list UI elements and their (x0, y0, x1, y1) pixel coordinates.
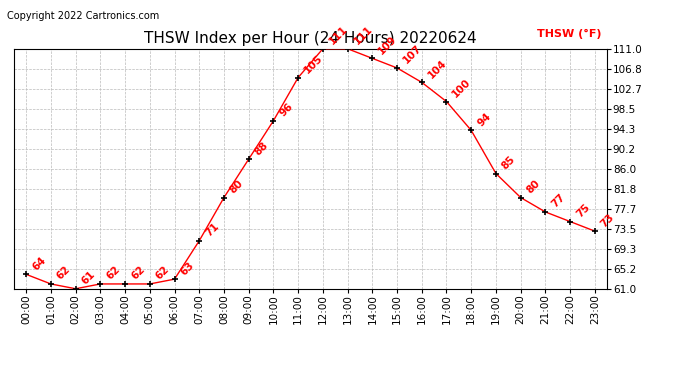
Text: Copyright 2022 Cartronics.com: Copyright 2022 Cartronics.com (7, 11, 159, 21)
Text: 80: 80 (228, 178, 246, 195)
Text: THSW (°F): THSW (°F) (537, 29, 601, 39)
Text: 107: 107 (401, 43, 424, 66)
Text: 62: 62 (104, 264, 122, 282)
Text: 73: 73 (599, 211, 616, 229)
Text: 105: 105 (302, 53, 325, 75)
Text: 85: 85 (500, 154, 518, 171)
Text: 104: 104 (426, 58, 449, 80)
Text: 96: 96 (277, 101, 295, 118)
Text: 80: 80 (525, 178, 542, 195)
Title: THSW Index per Hour (24 Hours) 20220624: THSW Index per Hour (24 Hours) 20220624 (144, 31, 477, 46)
Text: 62: 62 (55, 264, 72, 282)
Text: 94: 94 (475, 111, 493, 128)
Text: 88: 88 (253, 140, 270, 157)
Text: 62: 62 (154, 264, 171, 282)
Text: 62: 62 (129, 264, 146, 282)
Text: 111: 111 (352, 24, 374, 46)
Text: 109: 109 (377, 34, 399, 56)
Text: 64: 64 (30, 255, 48, 272)
Text: 63: 63 (179, 260, 196, 277)
Text: 61: 61 (80, 269, 97, 286)
Text: 100: 100 (451, 77, 473, 99)
Text: 77: 77 (549, 192, 567, 210)
Text: 111: 111 (327, 24, 349, 46)
Text: 75: 75 (574, 202, 592, 219)
Text: 71: 71 (204, 221, 221, 238)
